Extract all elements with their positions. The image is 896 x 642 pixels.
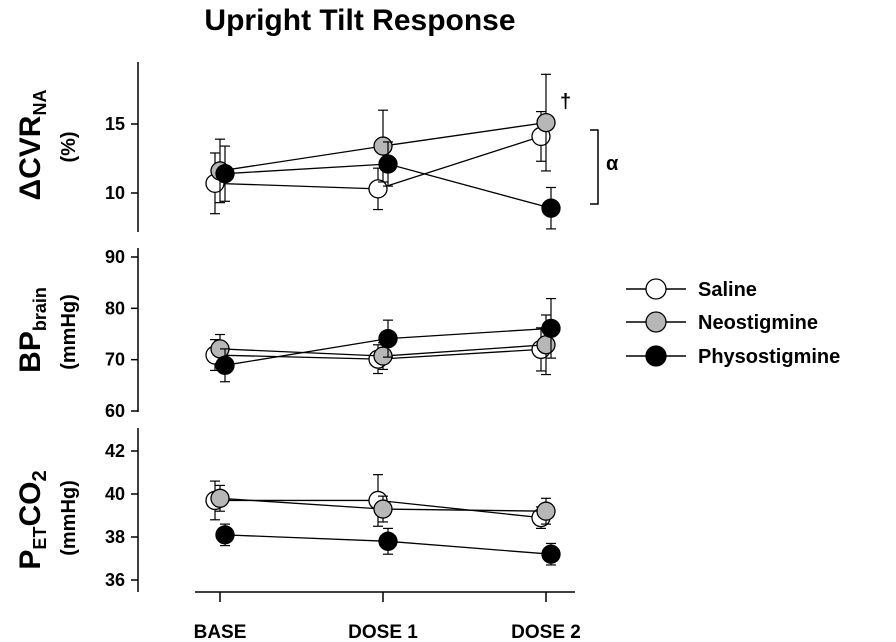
data-point [215, 525, 235, 545]
legend-label: Saline [698, 279, 757, 301]
alpha-annotation: α [606, 153, 619, 175]
y-tick-label: 38 [105, 527, 125, 547]
x-tick-label: DOSE 1 [348, 622, 418, 642]
significance-bracket [590, 129, 599, 205]
legend-label: Neostigmine [698, 312, 818, 334]
panel-1: 10 15 ΔCVRNA (%) † α [14, 62, 619, 232]
data-point [210, 488, 230, 508]
x-tick-label: DOSE 2 [511, 622, 581, 642]
legend-marker [645, 311, 667, 333]
data-point [373, 346, 393, 366]
y-tick-label: 40 [105, 484, 125, 504]
legend-marker [645, 345, 667, 367]
y-tick-label: 80 [105, 298, 125, 318]
y-axis-label: ΔCVRNA [14, 90, 50, 201]
data-point [536, 335, 556, 355]
dagger-annotation: † [560, 91, 571, 113]
panel-2: 60 70 80 90 BPbrain (mmHg) [14, 247, 561, 421]
data-point [541, 544, 561, 564]
y-tick-label: 36 [105, 570, 125, 590]
y-axis-label: BPbrain [14, 287, 50, 373]
data-point [215, 355, 235, 375]
legend-item-neostigmine: Neostigmine [626, 311, 818, 334]
y-axis-unit: (%) [58, 131, 80, 162]
y-tick-label: 90 [105, 247, 125, 267]
data-point [378, 328, 398, 349]
y-axis-label: PETCO2 [14, 470, 51, 569]
x-tick-label: BASE [194, 622, 247, 642]
y-axis-unit: (mmHg) [58, 480, 80, 556]
y-tick-label: 42 [105, 441, 125, 461]
legend-marker [645, 278, 667, 300]
series-neostigmine [210, 484, 556, 525]
data-point [536, 501, 556, 521]
legend-item-saline: Saline [626, 278, 757, 301]
data-point [368, 179, 388, 199]
panel-3: 36 38 40 42 PETCO2 (mmHg) BASE DOSE 1 DOSE 2 [14, 428, 581, 642]
data-point [536, 112, 556, 133]
data-point [378, 154, 398, 174]
data-point [373, 499, 393, 519]
chart-panels: 10 15 ΔCVRNA (%) † α 60 70 80 90 BPbrain (mmHg) 36 38… [14, 62, 619, 642]
series-physostigmine [215, 141, 561, 230]
chart-legend: Saline Neostigmine Physostigmine [626, 278, 840, 368]
series-physostigmine [215, 523, 561, 566]
data-point [373, 136, 393, 156]
data-point [541, 318, 561, 339]
series-saline [205, 110, 551, 215]
y-tick-label: 10 [105, 183, 125, 203]
y-axis-unit: (mmHg) [58, 294, 80, 370]
data-point [215, 164, 235, 184]
y-tick-label: 15 [105, 114, 125, 134]
legend-item-physostigmine: Physostigmine [626, 345, 840, 368]
data-point [541, 198, 561, 218]
data-point [378, 531, 398, 551]
chart-title: Upright Tilt Response [204, 4, 515, 37]
series-physostigmine [215, 297, 561, 383]
y-tick-label: 70 [105, 350, 125, 370]
y-tick-label: 60 [105, 401, 125, 421]
legend-label: Physostigmine [698, 346, 840, 368]
